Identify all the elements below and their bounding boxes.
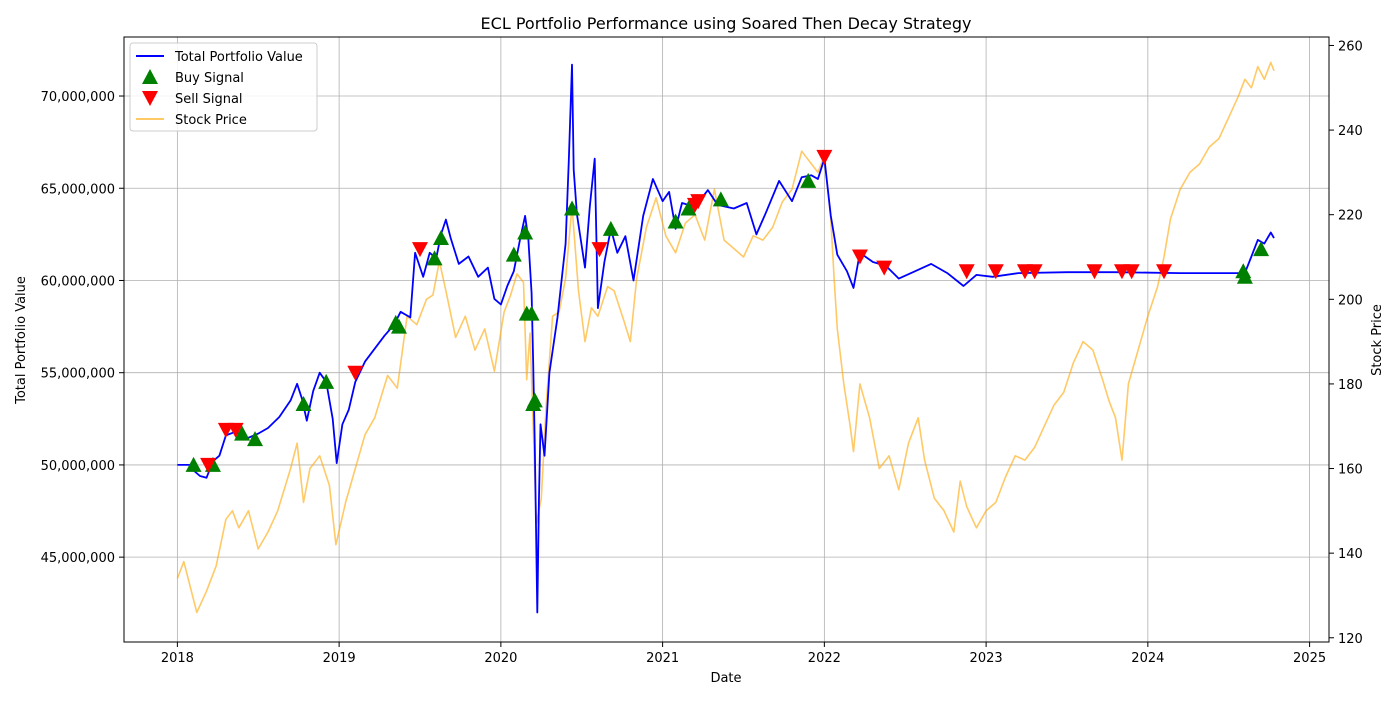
legend-sell-label: Sell Signal [175,92,243,107]
buy-signal-marker [680,200,697,216]
buy-signal-marker [234,425,251,441]
sell-signal-marker [1026,264,1043,280]
buy-signal-marker [185,456,202,472]
x-axis-label: Date [710,671,741,686]
buy-signal-marker [523,305,540,321]
y-left-tick-label: 55,000,000 [41,367,115,382]
legend-buy-label: Buy Signal [175,71,244,86]
y-right-tick-label: 200 [1338,293,1363,308]
y-left-tick-label: 60,000,000 [41,274,115,289]
grid-lines [124,37,1329,642]
sell-signal-marker [200,457,217,473]
right-axis-ticks: 120 140 160 180 200 220 240 260 [1329,39,1363,647]
sell-signal-marker [958,264,975,280]
buy-signal-marker [390,318,407,334]
buy-signal-marker [564,200,581,216]
y-right-tick-label: 220 [1338,209,1363,224]
portfolio-value-layer [177,63,1275,614]
x-tick-label: 2025 [1293,651,1326,666]
y-right-tick-label: 140 [1338,547,1363,562]
legend-portfolio-label: Total Portfolio Value [174,50,303,65]
y-right-tick-label: 240 [1338,124,1363,139]
legend-sell-marker [142,91,158,106]
sell-signal-marker [411,242,428,258]
legend-stock-label: Stock Price [175,113,247,128]
y-left-tick-label: 45,000,000 [41,551,115,566]
sell-signal-marker [690,194,707,210]
y-right-tick-label: 160 [1338,463,1363,478]
plot-frame [123,36,1330,643]
buy-signal-marker [1253,241,1270,257]
sell-signal-marker [816,149,833,165]
sell-signal-marker [1086,264,1103,280]
x-tick-label: 2019 [323,651,356,666]
buy-signal-marker [318,373,335,389]
sell-signal-marker [1156,264,1173,280]
legend-buy-marker [142,69,158,84]
sell-signal-marker [987,264,1004,280]
sell-signal-marker [227,422,244,438]
buy-signal-marker [505,246,522,262]
buy-signal-marker [517,224,534,240]
y-axis-label-left: Total Portfolio Value [14,276,29,405]
legend-frame [129,42,318,132]
y-left-tick-label: 70,000,000 [41,90,115,105]
stock-price-line [176,61,1275,614]
buy-signal-marker [526,392,543,408]
x-tick-label: 2021 [646,651,679,666]
y-right-tick-label: 120 [1338,632,1363,647]
chart-title: ECL Portfolio Performance using Soared T… [481,14,972,33]
buy-signal-marker [433,230,450,246]
buy-signal-marker [712,191,729,207]
left-axis-ticks: 45,000,000 50,000,000 55,000,000 60,000,000… [41,90,124,566]
buy-signal-marker [295,396,312,412]
sell-signal-marker [851,249,868,265]
x-tick-label: 2018 [161,651,194,666]
sell-signal-marker [1123,264,1140,280]
sell-signal-marker [591,242,608,258]
x-tick-label: 2020 [484,651,517,666]
buy-signal-marker [667,213,684,229]
sell-signal-marker [876,260,893,276]
y-right-tick-label: 180 [1338,378,1363,393]
buy-signal-marker [800,172,817,188]
x-tick-label: 2023 [970,651,1003,666]
x-tick-label: 2022 [808,651,841,666]
y-right-tick-label: 260 [1338,39,1363,54]
portfolio-value-line [177,63,1275,614]
x-axis-ticks: 2018 2019 2020 2021 2022 2023 2024 2025 [161,642,1326,666]
buy-signal-marker [426,250,443,266]
buy-signal-marker [1236,268,1253,284]
sell-signal-marker [347,365,364,381]
y-left-tick-label: 65,000,000 [41,182,115,197]
buy-signal-marker [247,431,264,447]
y-axis-label-right: Stock Price [1370,304,1385,376]
legend: Total Portfolio Value Buy Signal Sell Si… [129,42,318,132]
stock-price-layer [176,61,1275,614]
signal-markers-layer [185,149,1270,473]
x-tick-label: 2024 [1131,651,1164,666]
y-left-tick-label: 50,000,000 [41,459,115,474]
buy-signal-marker [602,220,619,236]
